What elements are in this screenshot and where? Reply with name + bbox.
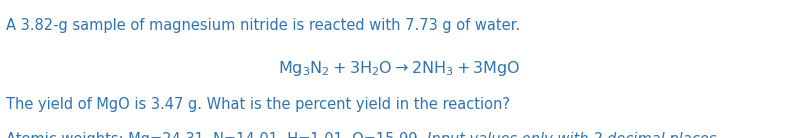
- Text: Atomic weights: Mg=24.31, N=14.01, H=1.01, O=15.99.: Atomic weights: Mg=24.31, N=14.01, H=1.0…: [6, 132, 428, 138]
- Text: $\mathsf{Mg_3N_2 + 3H_2O \rightarrow 2NH_3 + 3MgO}$: $\mathsf{Mg_3N_2 + 3H_2O \rightarrow 2NH…: [278, 59, 520, 78]
- Text: The yield of MgO is 3.47 g. What is the percent yield in the reaction?: The yield of MgO is 3.47 g. What is the …: [6, 97, 511, 112]
- Text: A 3.82-g sample of magnesium nitride is reacted with 7.73 g of water.: A 3.82-g sample of magnesium nitride is …: [6, 18, 520, 33]
- Text: Input values only with 2 decimal places.: Input values only with 2 decimal places.: [428, 132, 721, 138]
